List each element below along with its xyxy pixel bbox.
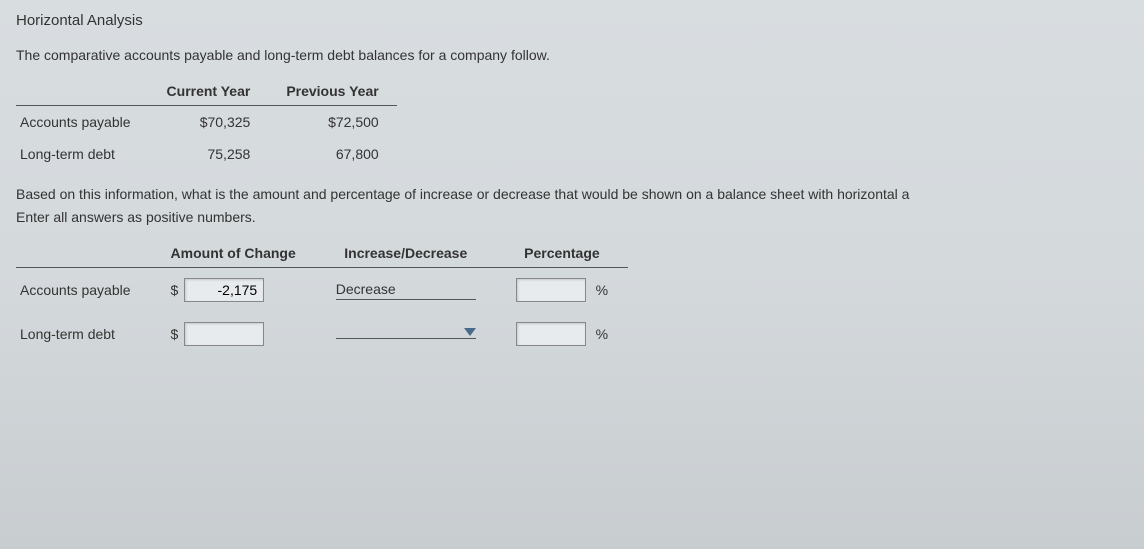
- table-row: Accounts payable $ Decrease %: [16, 268, 628, 313]
- answer-table: Amount of Change Increase/Decrease Perce…: [16, 239, 628, 356]
- percent-sign: %: [596, 282, 608, 298]
- col-current-year: Current Year: [149, 77, 269, 106]
- cell-current: 75,258: [149, 138, 269, 170]
- amount-cell: $: [151, 312, 316, 356]
- col-increase-decrease: Increase/Decrease: [316, 239, 496, 268]
- increase-decrease-select[interactable]: [336, 336, 476, 339]
- blank-header: [16, 77, 149, 106]
- row-label: Long-term debt: [16, 138, 149, 170]
- incdec-cell: Decrease: [316, 268, 496, 313]
- table-row: Long-term debt $ %: [16, 312, 628, 356]
- percentage-cell: %: [496, 268, 628, 313]
- question-text: Based on this information, what is the a…: [16, 184, 1128, 205]
- col-percentage: Percentage: [496, 239, 628, 268]
- amount-input[interactable]: [184, 322, 264, 346]
- incdec-cell: [316, 312, 496, 356]
- dollar-sign: $: [171, 282, 179, 298]
- balances-table: Current Year Previous Year Accounts paya…: [16, 77, 397, 170]
- page-title: Horizontal Analysis: [16, 12, 1128, 29]
- row-label: Long-term debt: [16, 312, 151, 356]
- cell-previous: 67,800: [268, 138, 396, 170]
- chevron-down-icon: [464, 328, 476, 336]
- increase-decrease-select[interactable]: Decrease: [336, 281, 476, 300]
- percent-sign: %: [596, 326, 608, 342]
- cell-previous: $72,500: [268, 106, 396, 139]
- amount-input[interactable]: [184, 278, 264, 302]
- amount-cell: $: [151, 268, 316, 313]
- table-row: Long-term debt 75,258 67,800: [16, 138, 397, 170]
- instruction-text: Enter all answers as positive numbers.: [16, 209, 1128, 225]
- dollar-sign: $: [171, 326, 179, 342]
- col-previous-year: Previous Year: [268, 77, 396, 106]
- col-amount-of-change: Amount of Change: [151, 239, 316, 268]
- cell-current: $70,325: [149, 106, 269, 139]
- blank-header: [16, 239, 151, 268]
- intro-text: The comparative accounts payable and lon…: [16, 47, 1128, 63]
- percentage-cell: %: [496, 312, 628, 356]
- table-row: Accounts payable $70,325 $72,500: [16, 106, 397, 139]
- percentage-input[interactable]: [516, 322, 586, 346]
- row-label: Accounts payable: [16, 106, 149, 139]
- percentage-input[interactable]: [516, 278, 586, 302]
- incdec-value: Decrease: [336, 281, 396, 297]
- row-label: Accounts payable: [16, 268, 151, 313]
